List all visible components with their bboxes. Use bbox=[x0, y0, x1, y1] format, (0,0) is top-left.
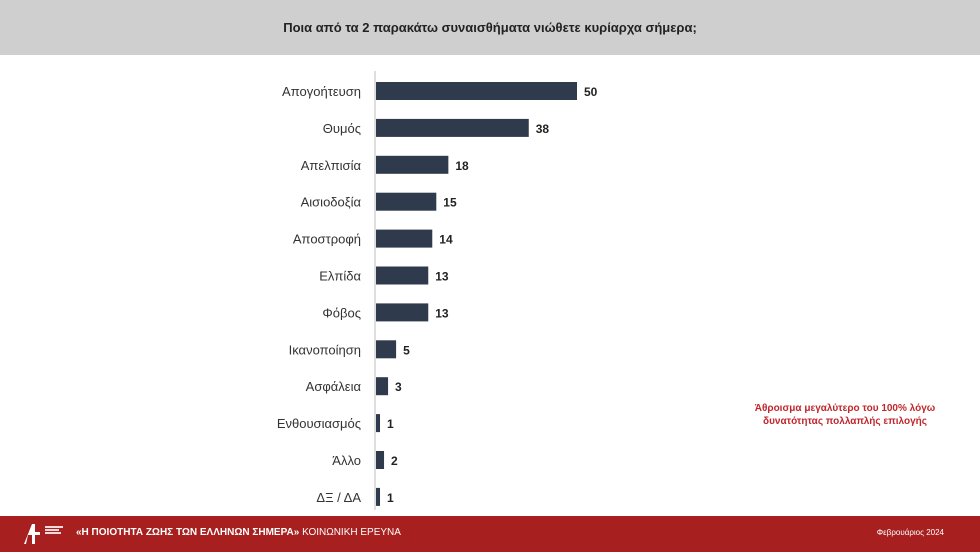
bar bbox=[376, 451, 385, 469]
category-label: Άλλο bbox=[332, 453, 361, 468]
bar bbox=[376, 229, 433, 248]
category-label: Ενθουσιασμός bbox=[277, 416, 361, 431]
data-label: 2 bbox=[391, 454, 398, 468]
bar bbox=[376, 266, 429, 285]
data-label: 14 bbox=[439, 233, 453, 247]
header-bar: Ποια από τα 2 παρακάτω συναισθήματα νιώθ… bbox=[0, 0, 980, 55]
bar bbox=[376, 414, 381, 433]
category-label: Φόβος bbox=[322, 305, 361, 320]
bar bbox=[376, 303, 429, 322]
data-label: 1 bbox=[387, 417, 394, 431]
data-label: 5 bbox=[403, 343, 410, 357]
note-line-1: Άθροισμα μεγαλύτερο του 100% λόγω bbox=[754, 403, 936, 414]
bar bbox=[376, 340, 397, 359]
category-label: Ασφάλεια bbox=[306, 379, 362, 394]
category-label: Αισιοδοξία bbox=[301, 195, 362, 210]
bar bbox=[376, 118, 529, 137]
logo-caption-icon bbox=[45, 525, 69, 543]
survey-date: Φεβρουάριος 2024 bbox=[876, 528, 944, 537]
data-label: 13 bbox=[435, 270, 449, 284]
survey-title-bold: «Η ΠΟΙΟΤΗΤΑ ΖΩΗΣ ΤΩΝ ΕΛΛΗΝΩΝ ΣΗΜΕΡΑ» bbox=[76, 527, 300, 538]
data-label: 15 bbox=[443, 196, 457, 210]
bar bbox=[376, 487, 381, 506]
note-text: Άθροισμα μεγαλύτερο του 100% λόγω δυνατό… bbox=[727, 402, 963, 428]
data-label: 18 bbox=[455, 159, 469, 173]
survey-title-rest: ΚΟΙΝΩΝΙΚΗ ΕΡΕΥΝΑ bbox=[299, 527, 401, 538]
bar bbox=[376, 192, 437, 211]
category-label: Ικανοποίηση bbox=[289, 342, 361, 357]
bar bbox=[376, 377, 389, 396]
survey-title: «Η ΠΟΙΟΤΗΤΑ ΖΩΗΣ ΤΩΝ ΕΛΛΗΝΩΝ ΣΗΜΕΡΑ» ΚΟΙ… bbox=[76, 527, 401, 538]
category-label: Απογοήτευση bbox=[282, 84, 361, 99]
bar-chart: Απογοήτευση 50 Θυμός 38 Απελπισία 18 Αισιοδοξί… bbox=[277, 71, 598, 510]
category-label: Ελπίδα bbox=[319, 269, 361, 284]
data-label: 50 bbox=[584, 85, 598, 99]
chart-question: Ποια από τα 2 παρακάτω συναισθήματα νιώθ… bbox=[283, 20, 697, 35]
note-line-2: δυνατότητας πολλαπλής επιλογής bbox=[763, 416, 927, 427]
logo-icon bbox=[24, 524, 40, 544]
data-label: 3 bbox=[395, 380, 402, 394]
category-label: ΔΞ / ΔΑ bbox=[316, 490, 361, 505]
bar bbox=[376, 82, 577, 100]
category-label: Θυμός bbox=[323, 121, 361, 136]
footer-bar: «Η ΠΟΙΟΤΗΤΑ ΖΩΗΣ ΤΩΝ ΕΛΛΗΝΩΝ ΣΗΜΕΡΑ» ΚΟΙ… bbox=[0, 516, 980, 552]
category-label: Αποστροφή bbox=[293, 232, 361, 247]
data-label: 1 bbox=[387, 491, 394, 505]
bar bbox=[376, 155, 449, 174]
data-label: 13 bbox=[435, 306, 449, 320]
category-label: Απελπισία bbox=[301, 158, 362, 173]
data-label: 38 bbox=[536, 122, 550, 136]
